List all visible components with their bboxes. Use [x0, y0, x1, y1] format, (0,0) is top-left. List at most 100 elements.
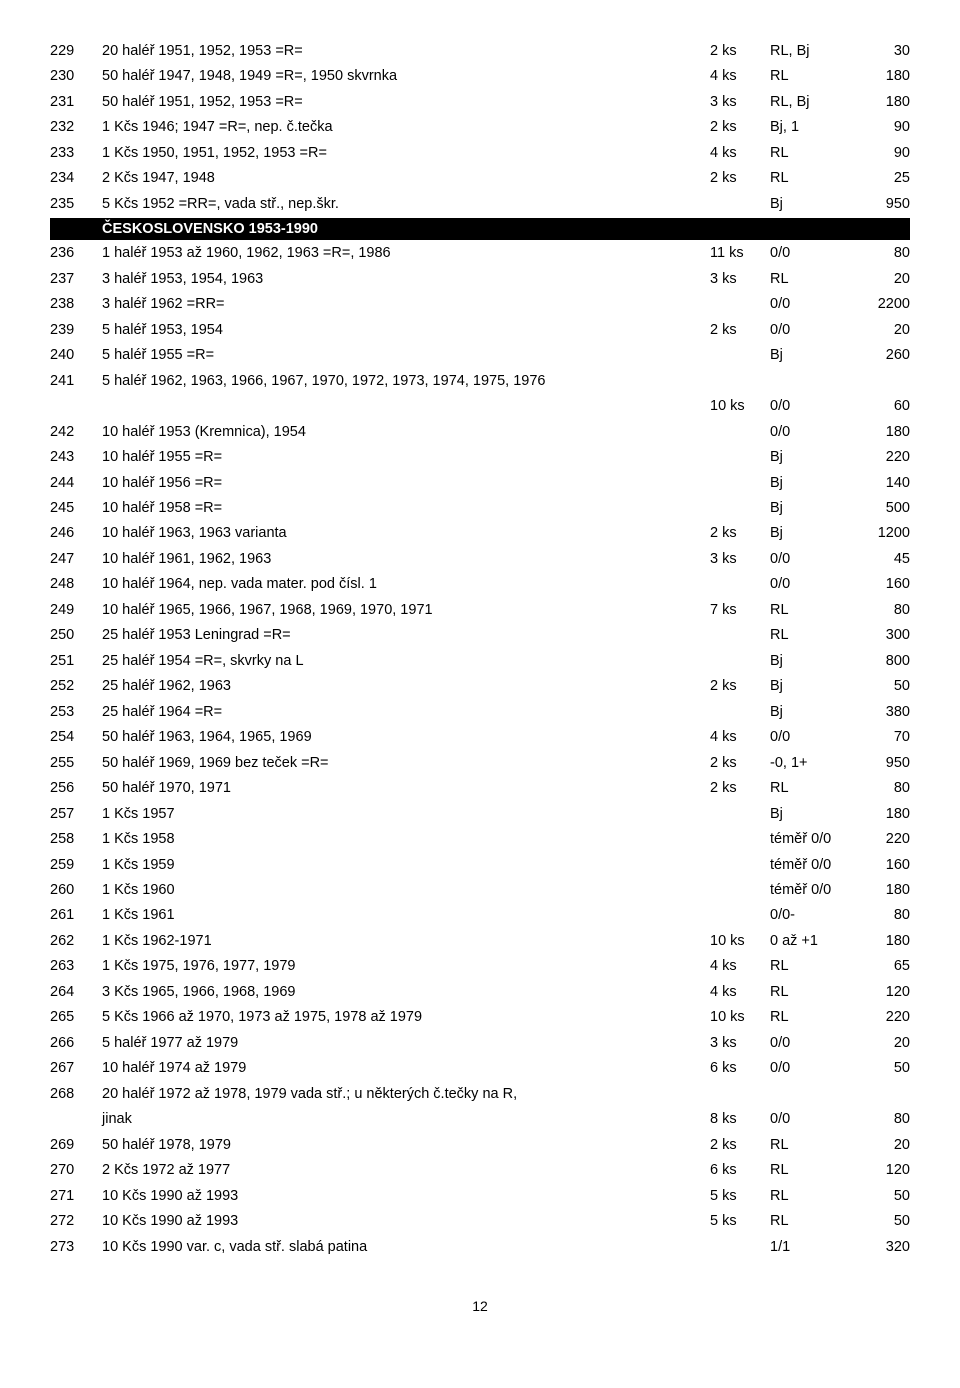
- lot-grade: RL: [770, 1210, 855, 1232]
- lot-price: 90: [855, 116, 910, 138]
- lot-number: 241: [50, 370, 102, 392]
- table-row: 2355 Kčs 1952 =RR=, vada stř., nep.škr.B…: [50, 193, 910, 215]
- lot-number: 273: [50, 1236, 102, 1258]
- lot-number: 247: [50, 548, 102, 570]
- table-row: 2331 Kčs 1950, 1951, 1952, 1953 =R=4 ksR…: [50, 142, 910, 164]
- table-row: 2611 Kčs 19610/0-80: [50, 904, 910, 926]
- lot-number: 235: [50, 193, 102, 215]
- lot-description: 3 haléř 1953, 1954, 1963: [102, 268, 710, 290]
- lot-price: 65: [855, 955, 910, 977]
- lot-qty: 2 ks: [710, 752, 770, 774]
- lot-qty: 3 ks: [710, 548, 770, 570]
- lot-price: 80: [855, 904, 910, 926]
- lot-description: 1 Kčs 1975, 1976, 1977, 1979: [102, 955, 710, 977]
- lot-description: 10 haléř 1965, 1966, 1967, 1968, 1969, 1…: [102, 599, 710, 621]
- lot-grade: 1/1: [770, 1236, 855, 1258]
- lot-description: 50 haléř 1951, 1952, 1953 =R=: [102, 91, 710, 113]
- table-row: 2591 Kčs 1959téměř 0/0160: [50, 854, 910, 876]
- lot-description: 1 Kčs 1962-1971: [102, 930, 710, 952]
- lot-number: 239: [50, 319, 102, 341]
- lot-qty: 2 ks: [710, 522, 770, 544]
- table-row: 23050 haléř 1947, 1948, 1949 =R=, 1950 s…: [50, 65, 910, 87]
- lot-price: 950: [855, 752, 910, 774]
- lot-grade: Bj: [770, 446, 855, 468]
- lot-price: 120: [855, 981, 910, 1003]
- lot-grade: téměř 0/0: [770, 854, 855, 876]
- lot-description: 5 Kčs 1966 až 1970, 1973 až 1975, 1978 a…: [102, 1006, 710, 1028]
- lot-description: 50 haléř 1969, 1969 bez teček =R=: [102, 752, 710, 774]
- table-row: 2321 Kčs 1946; 1947 =R=, nep. č.tečka2 k…: [50, 116, 910, 138]
- section-header: ČESKOSLOVENSKO 1953-1990: [50, 218, 910, 240]
- lot-price: 260: [855, 344, 910, 366]
- lot-description: 5 Kčs 1952 =RR=, vada stř., nep.škr.: [102, 193, 710, 215]
- lot-qty: 4 ks: [710, 955, 770, 977]
- lot-grade: RL: [770, 599, 855, 621]
- lot-price: 50: [855, 1210, 910, 1232]
- lot-grade: RL, Bj: [770, 40, 855, 62]
- lot-description: 5 haléř 1953, 1954: [102, 319, 710, 341]
- lot-description: 25 haléř 1964 =R=: [102, 701, 710, 723]
- lot-price: 220: [855, 1006, 910, 1028]
- table-row-continuation: jinak8 ks0/080: [50, 1108, 910, 1130]
- lot-price: 50: [855, 675, 910, 697]
- lot-grade: 0/0: [770, 242, 855, 264]
- lot-description: 5 haléř 1962, 1963, 1966, 1967, 1970, 19…: [102, 370, 710, 392]
- lot-grade: RL: [770, 624, 855, 646]
- lot-grade: Bj: [770, 701, 855, 723]
- lot-number: 252: [50, 675, 102, 697]
- lot-price: 180: [855, 803, 910, 825]
- lot-description: 20 haléř 1951, 1952, 1953 =R=: [102, 40, 710, 62]
- lot-price: 50: [855, 1057, 910, 1079]
- lot-number: 256: [50, 777, 102, 799]
- lot-price: 180: [855, 879, 910, 901]
- table-row: 27310 Kčs 1990 var. c, vada stř. slabá p…: [50, 1236, 910, 1258]
- lot-description: 2 Kčs 1972 až 1977: [102, 1159, 710, 1181]
- lot-qty: 10 ks: [710, 930, 770, 952]
- lot-qty: 3 ks: [710, 1032, 770, 1054]
- lot-description: 2 Kčs 1947, 1948: [102, 167, 710, 189]
- lot-number: 259: [50, 854, 102, 876]
- lot-number: 255: [50, 752, 102, 774]
- lot-grade: RL: [770, 167, 855, 189]
- lot-price: 80: [855, 599, 910, 621]
- lot-description: 3 haléř 1962 =RR=: [102, 293, 710, 315]
- lot-description: 1 Kčs 1960: [102, 879, 710, 901]
- table-row: 27210 Kčs 1990 až 19935 ksRL50: [50, 1210, 910, 1232]
- table-row: 24610 haléř 1963, 1963 varianta2 ksBj120…: [50, 522, 910, 544]
- lot-price: 25: [855, 167, 910, 189]
- lot-number: 269: [50, 1134, 102, 1156]
- lot-number: 243: [50, 446, 102, 468]
- lot-price: 70: [855, 726, 910, 748]
- lot-qty: 2 ks: [710, 777, 770, 799]
- lot-grade: RL: [770, 777, 855, 799]
- lot-qty: 2 ks: [710, 1134, 770, 1156]
- lot-number: 265: [50, 1006, 102, 1028]
- table-row: 24910 haléř 1965, 1966, 1967, 1968, 1969…: [50, 599, 910, 621]
- table-row: 24710 haléř 1961, 1962, 19633 ks0/045: [50, 548, 910, 570]
- lot-number: 236: [50, 242, 102, 264]
- table-row: 2621 Kčs 1962-197110 ks0 až +1180: [50, 930, 910, 952]
- table-row: 2665 haléř 1977 až 19793 ks0/020: [50, 1032, 910, 1054]
- lot-price: 1200: [855, 522, 910, 544]
- lot-price: 180: [855, 65, 910, 87]
- lot-price: 20: [855, 1134, 910, 1156]
- lot-price: 140: [855, 472, 910, 494]
- lot-price: 500: [855, 497, 910, 519]
- lot-grade: 0/0: [770, 421, 855, 443]
- table-row: 2342 Kčs 1947, 19482 ksRL25: [50, 167, 910, 189]
- lot-number: 246: [50, 522, 102, 544]
- lot-number: 267: [50, 1057, 102, 1079]
- table-row: 23150 haléř 1951, 1952, 1953 =R=3 ksRL, …: [50, 91, 910, 113]
- lot-qty: 2 ks: [710, 116, 770, 138]
- lot-number: 257: [50, 803, 102, 825]
- lot-number: 231: [50, 91, 102, 113]
- lot-qty: 2 ks: [710, 40, 770, 62]
- lot-qty: 3 ks: [710, 91, 770, 113]
- lot-description: 1 Kčs 1957: [102, 803, 710, 825]
- lot-price: 2200: [855, 293, 910, 315]
- lot-qty: 8 ks: [710, 1108, 770, 1130]
- lot-number: 242: [50, 421, 102, 443]
- lot-price: 220: [855, 828, 910, 850]
- table-row: 25025 haléř 1953 Leningrad =R=RL300: [50, 624, 910, 646]
- lot-grade: 0/0: [770, 1057, 855, 1079]
